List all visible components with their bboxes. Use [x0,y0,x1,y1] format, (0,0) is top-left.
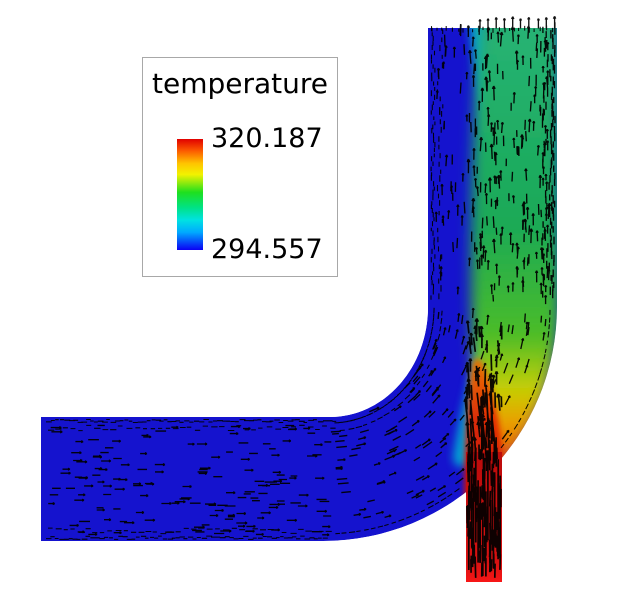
velocity-vector-glyphs [463,318,503,578]
colorbar-gradient [177,139,203,250]
colorbar-min-label: 294.557 [211,234,323,265]
velocity-vector-glyphs [46,25,554,540]
elbow-body [41,28,557,541]
velocity-vectors-layer [46,15,557,578]
colorbar-max-label: 320.187 [211,123,323,154]
legend-title: temperature [152,67,328,100]
temperature-legend[interactable]: temperature 320.187 294.557 [142,57,338,277]
velocity-vector-glyphs [48,15,557,537]
